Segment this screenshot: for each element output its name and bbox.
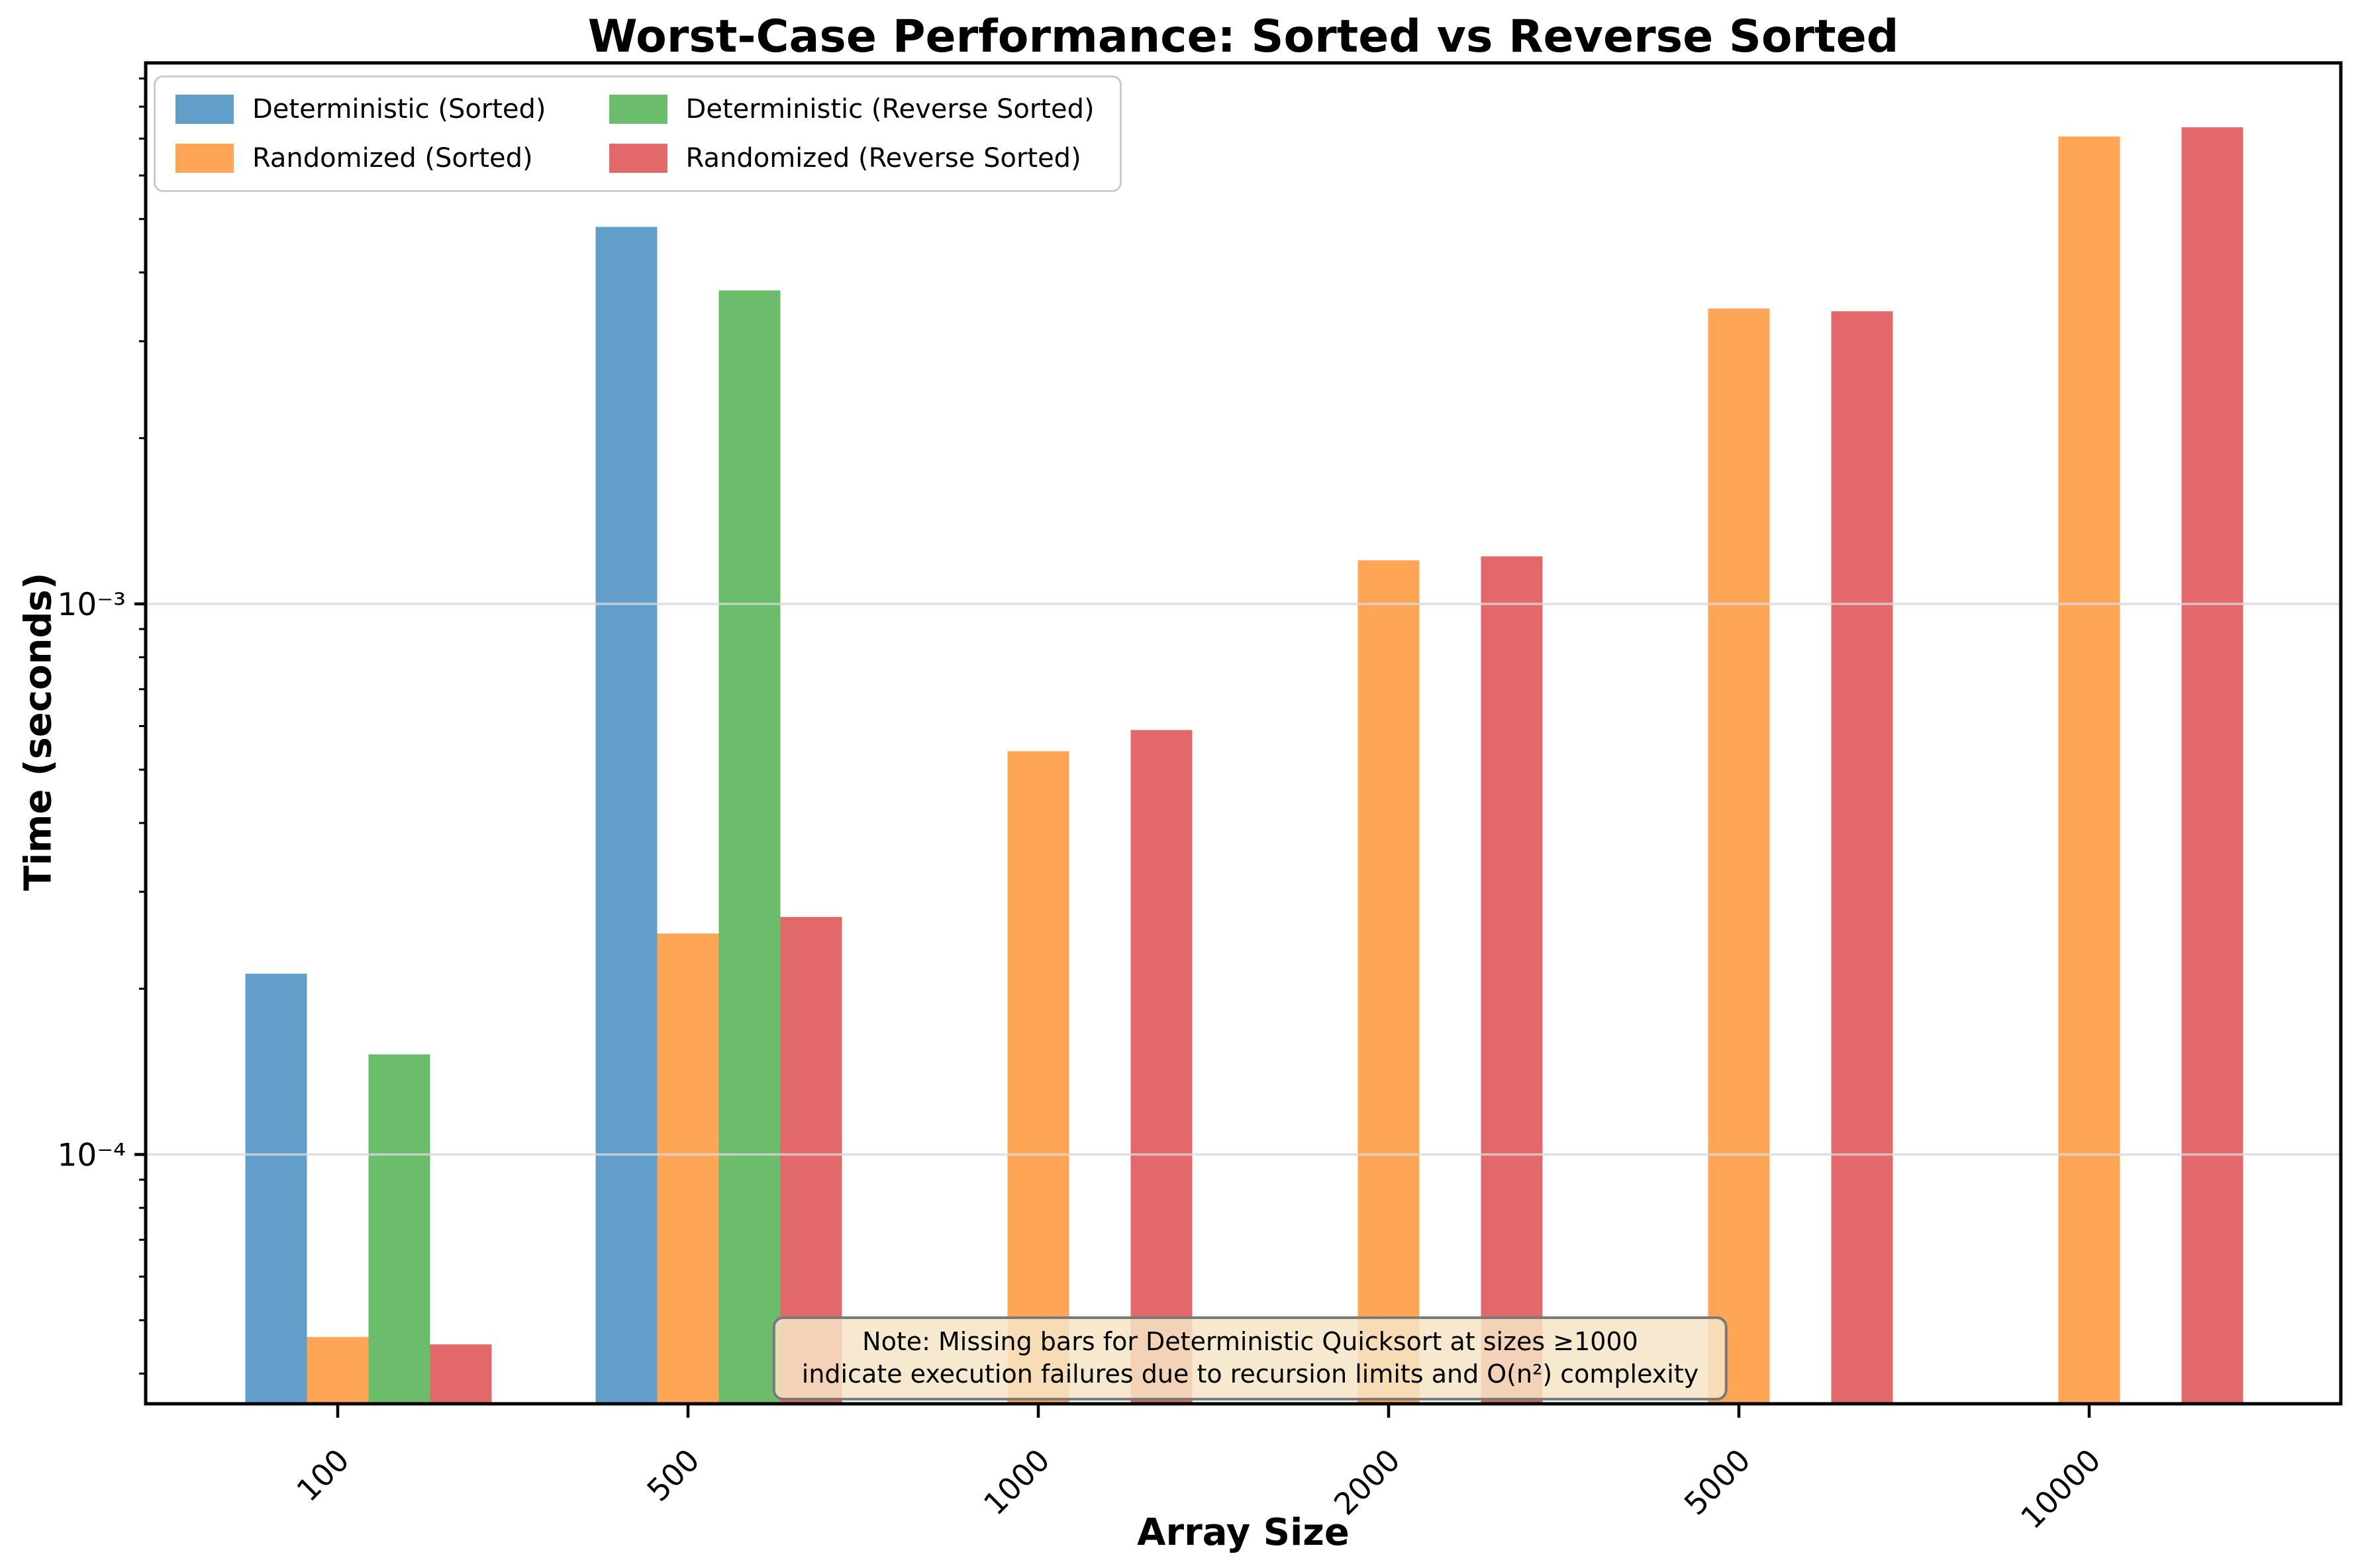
annotation-note: Note: Missing bars for Deterministic Qui… [772, 1316, 1728, 1400]
legend-swatch-deterministic-reverse-sorted [609, 95, 667, 124]
bar-deterministic-reverse-sorted-100 [368, 1054, 430, 1404]
x-tick-label-500: 500 [640, 1442, 707, 1508]
bar-randomized-reverse-sorted-2000 [1481, 556, 1543, 1404]
bar-deterministic-sorted-100 [245, 973, 307, 1404]
x-tick-label-1000: 1000 [977, 1442, 1057, 1522]
legend-swatch-deterministic-sorted [175, 95, 234, 124]
bar-randomized-reverse-sorted-100 [430, 1344, 492, 1404]
y-axis-label: Time (seconds) [17, 572, 60, 891]
legend: Deterministic (Sorted) Randomized (Sorted… [154, 75, 1122, 192]
bar-deterministic-reverse-sorted-500 [718, 290, 781, 1404]
legend-label: Deterministic (Reverse Sorted) [685, 94, 1095, 124]
y-axis-ticks: 10⁻³ 10⁻⁴ [58, 77, 146, 1375]
bar-randomized-sorted-100 [307, 1337, 369, 1404]
bar-randomized-sorted-1000 [1007, 751, 1069, 1404]
legend-item-randomized-sorted: Randomized (Sorted) [175, 144, 546, 173]
chart-title: Worst-Case Performance: Sorted vs Revers… [587, 11, 1899, 63]
legend-label: Randomized (Sorted) [252, 143, 533, 173]
legend-item-deterministic-sorted: Deterministic (Sorted) [175, 95, 546, 124]
bar-randomized-reverse-sorted-1000 [1130, 730, 1193, 1404]
bar-randomized-sorted-5000 [1708, 308, 1770, 1404]
bar-randomized-sorted-10000 [2058, 136, 2120, 1404]
legend-swatch-randomized-reverse-sorted [609, 144, 667, 173]
bar-deterministic-sorted-500 [595, 226, 658, 1404]
annotation-note-line-1: Note: Missing bars for Deterministic Qui… [862, 1327, 1638, 1356]
x-tick-label-2000: 2000 [1327, 1442, 1407, 1522]
x-axis-label: Array Size [1137, 1511, 1350, 1554]
legend-swatch-randomized-sorted [175, 144, 234, 173]
bar-randomized-reverse-sorted-5000 [1831, 311, 1893, 1404]
legend-label: Deterministic (Sorted) [252, 94, 546, 124]
legend-item-deterministic-reverse-sorted: Deterministic (Reverse Sorted) [609, 95, 1095, 124]
bar-randomized-reverse-sorted-10000 [2181, 127, 2243, 1404]
legend-item-randomized-reverse-sorted: Randomized (Reverse Sorted) [609, 144, 1095, 173]
plot-area-border [144, 61, 2343, 1406]
y-tick-label-10⁻³: 10⁻³ [58, 587, 126, 623]
bars-group [245, 127, 2243, 1404]
y-tick-label-10⁻⁴: 10⁻⁴ [58, 1138, 126, 1174]
legend-label: Randomized (Reverse Sorted) [685, 143, 1081, 173]
x-tick-label-100: 100 [290, 1442, 356, 1508]
gridlines-group [147, 603, 2339, 1156]
bar-randomized-sorted-2000 [1357, 560, 1420, 1404]
x-tick-label-5000: 5000 [1677, 1442, 1757, 1522]
bar-randomized-sorted-500 [657, 933, 719, 1404]
annotation-note-line-2: indicate execution failures due to recur… [801, 1359, 1699, 1389]
